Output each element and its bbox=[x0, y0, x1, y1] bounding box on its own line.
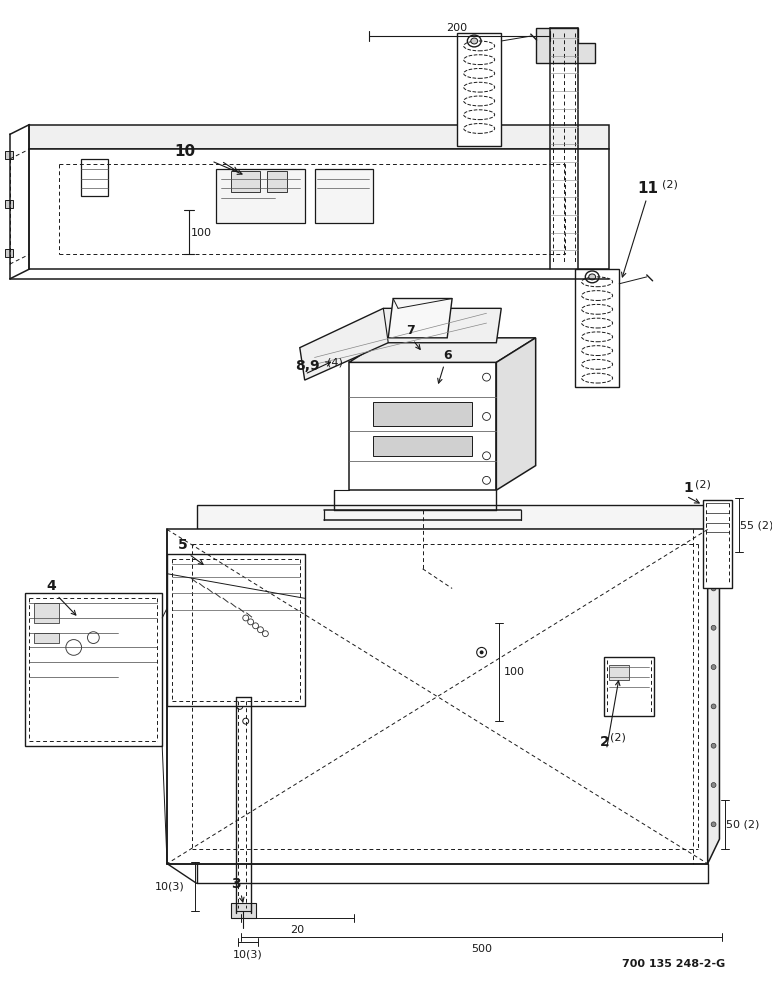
Circle shape bbox=[711, 547, 716, 552]
Text: 50 (2): 50 (2) bbox=[726, 819, 760, 829]
Polygon shape bbox=[5, 200, 13, 208]
Circle shape bbox=[711, 783, 716, 787]
Text: 3: 3 bbox=[231, 877, 241, 891]
Text: 8,9: 8,9 bbox=[295, 359, 320, 373]
Text: 100: 100 bbox=[503, 667, 524, 677]
Text: 10: 10 bbox=[174, 144, 195, 159]
Polygon shape bbox=[216, 169, 305, 223]
Polygon shape bbox=[300, 308, 501, 380]
Polygon shape bbox=[197, 505, 720, 529]
Ellipse shape bbox=[589, 274, 596, 280]
Text: 1: 1 bbox=[683, 481, 692, 495]
Text: 6: 6 bbox=[443, 349, 452, 362]
Circle shape bbox=[711, 665, 716, 670]
Polygon shape bbox=[604, 657, 654, 716]
Polygon shape bbox=[314, 169, 374, 223]
Polygon shape bbox=[29, 125, 609, 149]
Polygon shape bbox=[167, 554, 305, 706]
Polygon shape bbox=[374, 402, 472, 426]
Polygon shape bbox=[231, 903, 256, 918]
Text: 55 (2): 55 (2) bbox=[740, 520, 772, 530]
Circle shape bbox=[711, 743, 716, 748]
Polygon shape bbox=[5, 249, 13, 257]
Circle shape bbox=[711, 625, 716, 630]
Ellipse shape bbox=[471, 38, 478, 44]
Polygon shape bbox=[388, 299, 452, 338]
Polygon shape bbox=[231, 171, 260, 192]
Text: (2): (2) bbox=[611, 733, 626, 743]
Text: 200: 200 bbox=[446, 23, 468, 33]
Polygon shape bbox=[35, 603, 59, 623]
Text: 500: 500 bbox=[471, 944, 492, 954]
Polygon shape bbox=[703, 500, 733, 588]
Text: 100: 100 bbox=[191, 228, 212, 238]
Circle shape bbox=[479, 650, 483, 654]
Polygon shape bbox=[25, 593, 162, 746]
Circle shape bbox=[711, 586, 716, 591]
Polygon shape bbox=[708, 505, 720, 864]
Polygon shape bbox=[457, 33, 501, 146]
Polygon shape bbox=[349, 338, 536, 362]
Circle shape bbox=[711, 822, 716, 827]
Polygon shape bbox=[496, 338, 536, 490]
Text: (2): (2) bbox=[662, 179, 679, 189]
Text: 700 135 248-2-G: 700 135 248-2-G bbox=[621, 959, 725, 969]
Polygon shape bbox=[35, 633, 59, 643]
Text: 10(3): 10(3) bbox=[233, 949, 262, 959]
Polygon shape bbox=[374, 436, 472, 456]
Polygon shape bbox=[228, 682, 258, 701]
Text: 7: 7 bbox=[407, 324, 415, 337]
Text: 2: 2 bbox=[600, 735, 609, 749]
Polygon shape bbox=[5, 151, 13, 159]
Polygon shape bbox=[536, 28, 594, 63]
Polygon shape bbox=[575, 269, 619, 387]
Text: 11: 11 bbox=[637, 181, 658, 196]
Text: 10(3): 10(3) bbox=[155, 881, 185, 891]
Text: 20: 20 bbox=[290, 925, 304, 935]
Text: (2): (2) bbox=[695, 479, 711, 489]
Polygon shape bbox=[29, 149, 609, 269]
Text: 5: 5 bbox=[178, 538, 188, 552]
Text: (4): (4) bbox=[327, 357, 344, 367]
Text: 4: 4 bbox=[46, 579, 56, 593]
Polygon shape bbox=[167, 529, 708, 864]
Polygon shape bbox=[349, 362, 496, 490]
Circle shape bbox=[711, 704, 716, 709]
Polygon shape bbox=[267, 171, 287, 192]
Polygon shape bbox=[609, 665, 629, 680]
Polygon shape bbox=[80, 159, 108, 196]
